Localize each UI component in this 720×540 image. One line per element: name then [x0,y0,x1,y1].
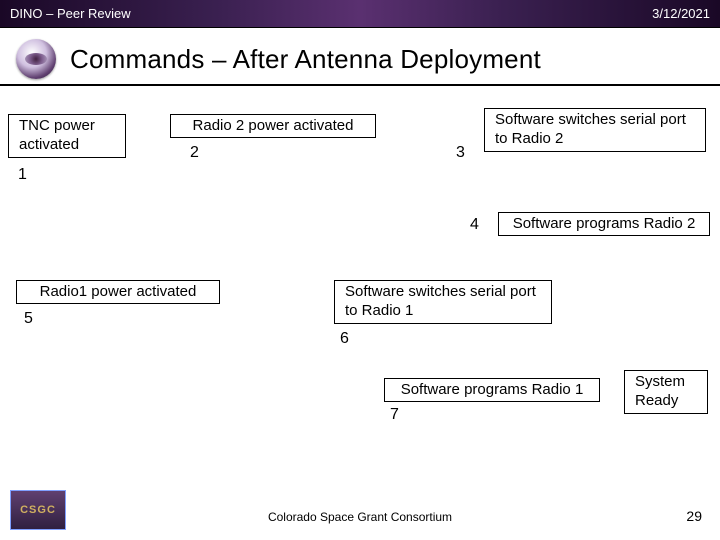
header-date: 3/12/2021 [652,6,710,21]
page-number: 29 [686,508,702,524]
box-program-radio1: Software programs Radio 1 [384,378,600,402]
step-5: 5 [24,310,33,328]
header-left: DINO – Peer Review [10,6,131,21]
box-radio1-power: Radio1 power activated [16,280,220,304]
box-switch-radio2: Software switches serial port to Radio 2 [484,108,706,152]
box-radio2-power: Radio 2 power activated [170,114,376,138]
box-tnc-power: TNC power activated [8,114,126,158]
title-row: Commands – After Antenna Deployment [0,36,720,82]
step-3: 3 [456,144,465,162]
footer-center: Colorado Space Grant Consortium [0,510,720,524]
box-switch-radio1: Software switches serial port to Radio 1 [334,280,552,324]
step-4: 4 [470,216,479,234]
step-6: 6 [340,330,349,348]
slide-root: DINO – Peer Review 3/12/2021 Commands – … [0,0,720,540]
logo-icon [16,39,56,79]
header-bar: DINO – Peer Review 3/12/2021 [0,0,720,28]
step-1: 1 [18,166,27,184]
step-7: 7 [390,406,399,424]
box-program-radio2: Software programs Radio 2 [498,212,710,236]
title-underline [0,84,720,86]
box-system-ready: System Ready [624,370,708,414]
step-2: 2 [190,144,199,162]
slide-title: Commands – After Antenna Deployment [70,44,541,75]
